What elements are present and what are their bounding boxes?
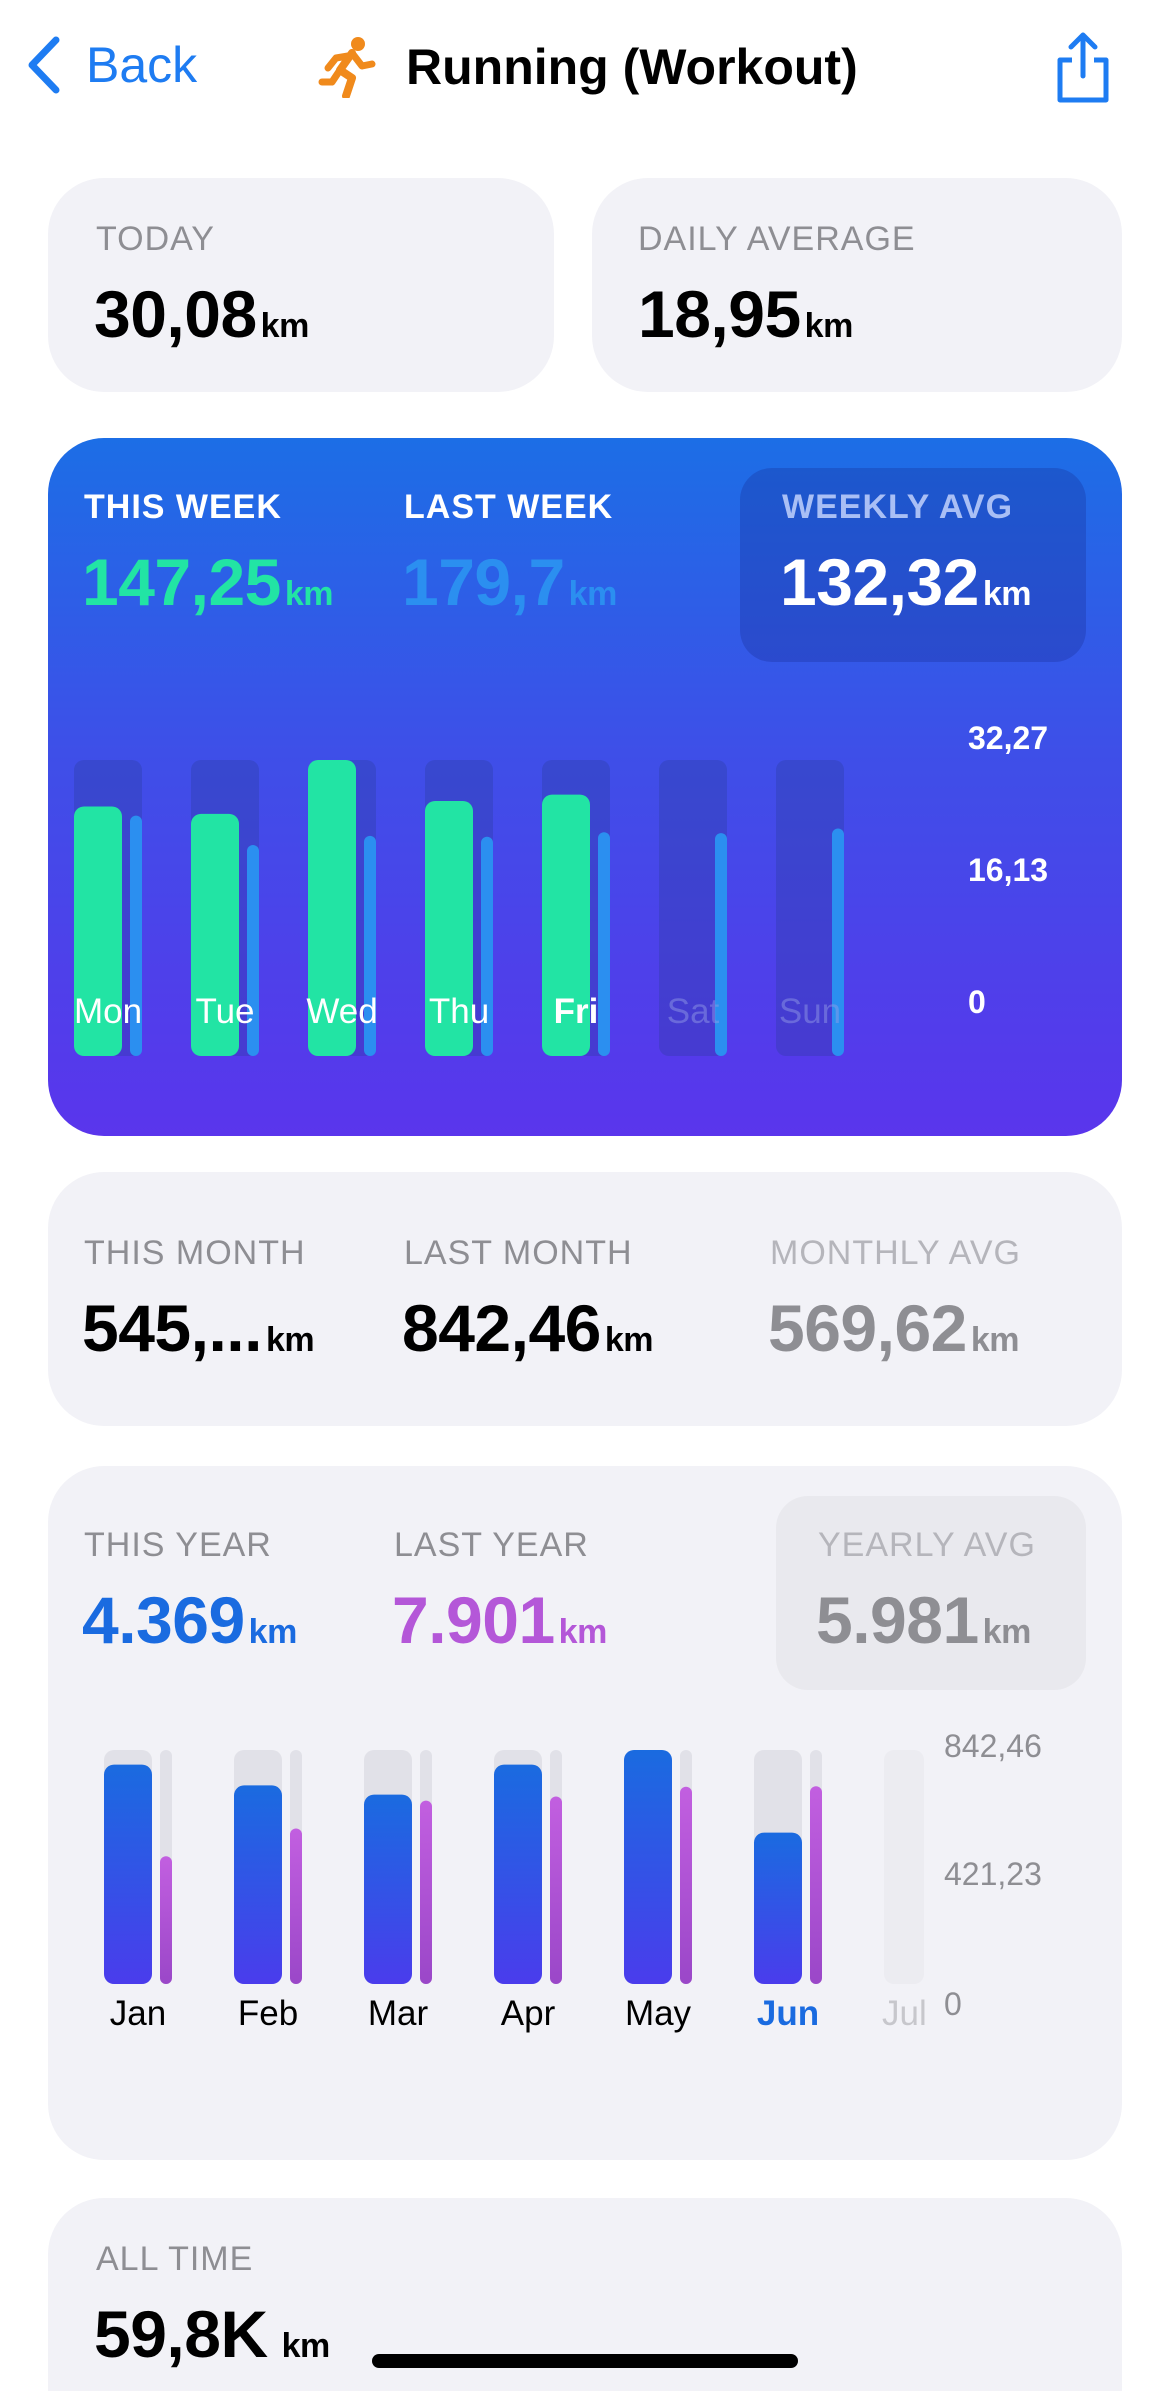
monthly-card: THIS MONTH 545,... km LAST MONTH 842,46 km…	[48, 1172, 1122, 1426]
monthly-avg-value: 569,62 km	[768, 1291, 1020, 1365]
running-person-icon	[318, 37, 376, 98]
chevron-left-icon	[28, 36, 60, 94]
yearly-avg-box: YEARLY AVG 5.981 km	[776, 1496, 1086, 1690]
year-bar-last-may[interactable]	[680, 1786, 692, 1984]
yearly-card: THIS YEAR 4.369 km LAST YEAR 7.901 km YEAR…	[48, 1466, 1122, 2160]
week-bar-last-mon[interactable]	[130, 815, 142, 1056]
week-day-label-tue: Tue	[195, 992, 255, 1031]
all-time-label: ALL TIME	[96, 2240, 254, 2278]
week-bar-last-thu[interactable]	[481, 836, 493, 1056]
last-week-value: 179,7 km	[402, 545, 617, 619]
this-year-label: THIS YEAR	[84, 1526, 272, 1564]
week-day-label-mon: Mon	[73, 992, 143, 1031]
week-bar-this-fri[interactable]	[542, 794, 590, 1056]
week-axis-mid: 16,13	[968, 852, 1049, 888]
this-week-label: THIS WEEK	[84, 488, 282, 526]
week-bar-last-wed[interactable]	[364, 835, 376, 1056]
year-month-label-jan: Jan	[109, 1994, 167, 2033]
week-bar-last-sat[interactable]	[715, 833, 727, 1056]
year-month-label-jul: Jul	[882, 1994, 927, 2033]
all-time-value: 59,8K km	[94, 2297, 330, 2371]
this-month-label: THIS MONTH	[84, 1234, 306, 1272]
week-day-label-sat: Sat	[666, 992, 720, 1031]
weekly-card: THIS WEEK 147,25 km LAST WEEK 179,7 km WEE…	[48, 438, 1122, 1136]
year-axis-max: 842,46	[944, 1728, 1042, 1764]
daily-average-value: 18,95 km	[638, 277, 853, 351]
daily-average-label: DAILY AVERAGE	[638, 220, 916, 258]
week-bar-track	[776, 760, 844, 1056]
week-bar-this-tue[interactable]	[191, 813, 239, 1056]
year-axis-zero: 0	[944, 1986, 962, 2022]
year-bar-track	[884, 1750, 924, 1984]
week-bar-this-thu[interactable]	[425, 801, 473, 1056]
week-bar-track	[659, 760, 727, 1056]
year-bar-last-jun[interactable]	[810, 1786, 822, 1984]
week-bar-this-mon[interactable]	[74, 806, 122, 1056]
week-day-label-fri: Fri	[553, 992, 599, 1031]
week-day-label-wed: Wed	[306, 992, 378, 1031]
week-bar-last-tue[interactable]	[247, 845, 259, 1056]
weekly-bar-chart	[74, 760, 844, 1056]
last-week-label: LAST WEEK	[404, 488, 614, 526]
week-day-label-sun: Sun	[778, 992, 842, 1031]
year-bar-last-jan[interactable]	[160, 1856, 172, 1984]
year-bar-last-mar[interactable]	[420, 1800, 432, 1984]
last-month-label: LAST MONTH	[404, 1234, 633, 1272]
today-card: TODAY 30,08 km	[48, 178, 554, 392]
year-bar-last-feb[interactable]	[290, 1828, 302, 1984]
yearly-avg-value: 5.981 km	[816, 1583, 1031, 1657]
week-bar-last-sun[interactable]	[832, 828, 844, 1056]
nav-bar: Back Running (Workout)	[0, 0, 1170, 140]
monthly-avg-label: MONTHLY AVG	[770, 1234, 1021, 1272]
week-day-label-thu: Thu	[428, 992, 490, 1031]
year-bar-last-apr[interactable]	[550, 1796, 562, 1984]
last-month-value: 842,46 km	[402, 1291, 654, 1365]
this-month-value: 545,... km	[82, 1291, 315, 1365]
last-year-value: 7.901 km	[392, 1583, 607, 1657]
year-month-label-jun: Jun	[756, 1994, 820, 2033]
this-year-value: 4.369 km	[82, 1583, 297, 1657]
week-bar-this-wed[interactable]	[308, 760, 356, 1056]
year-bar-this-mar[interactable]	[364, 1794, 412, 1984]
weekly-avg-box: WEEKLY AVG 132,32 km	[740, 468, 1086, 662]
yearly-bar-chart	[104, 1750, 924, 1984]
today-value: 30,08 km	[94, 277, 309, 351]
year-bar-this-may[interactable]	[624, 1750, 672, 1984]
year-bar-this-feb[interactable]	[234, 1785, 282, 1984]
share-icon[interactable]	[1052, 30, 1114, 106]
weekly-avg-value: 132,32 km	[780, 545, 1032, 619]
weekly-avg-label: WEEKLY AVG	[782, 488, 1014, 526]
back-button[interactable]: Back	[24, 36, 197, 94]
title-group: Running (Workout)	[318, 36, 858, 98]
year-month-label-feb: Feb	[237, 1994, 299, 2033]
yearly-avg-label: YEARLY AVG	[818, 1526, 1036, 1564]
week-axis-max: 32,27	[968, 720, 1049, 756]
year-bar-this-apr[interactable]	[494, 1764, 542, 1984]
year-month-label-apr: Apr	[500, 1994, 556, 2033]
year-bar-this-jan[interactable]	[104, 1764, 152, 1984]
year-axis-mid: 421,23	[944, 1856, 1042, 1892]
back-label: Back	[86, 37, 198, 93]
week-bar-last-fri[interactable]	[598, 832, 610, 1056]
week-axis-zero: 0	[968, 984, 986, 1020]
year-bar-this-jun[interactable]	[754, 1832, 802, 1984]
page-title: Running (Workout)	[406, 39, 858, 95]
year-month-label-mar: Mar	[367, 1994, 429, 2033]
year-month-label-may: May	[624, 1994, 692, 2033]
today-label: TODAY	[96, 220, 215, 258]
daily-average-card: DAILY AVERAGE 18,95 km	[592, 178, 1122, 392]
this-week-value: 147,25 km	[82, 545, 334, 619]
last-year-label: LAST YEAR	[394, 1526, 589, 1564]
home-indicator[interactable]	[372, 2354, 798, 2368]
